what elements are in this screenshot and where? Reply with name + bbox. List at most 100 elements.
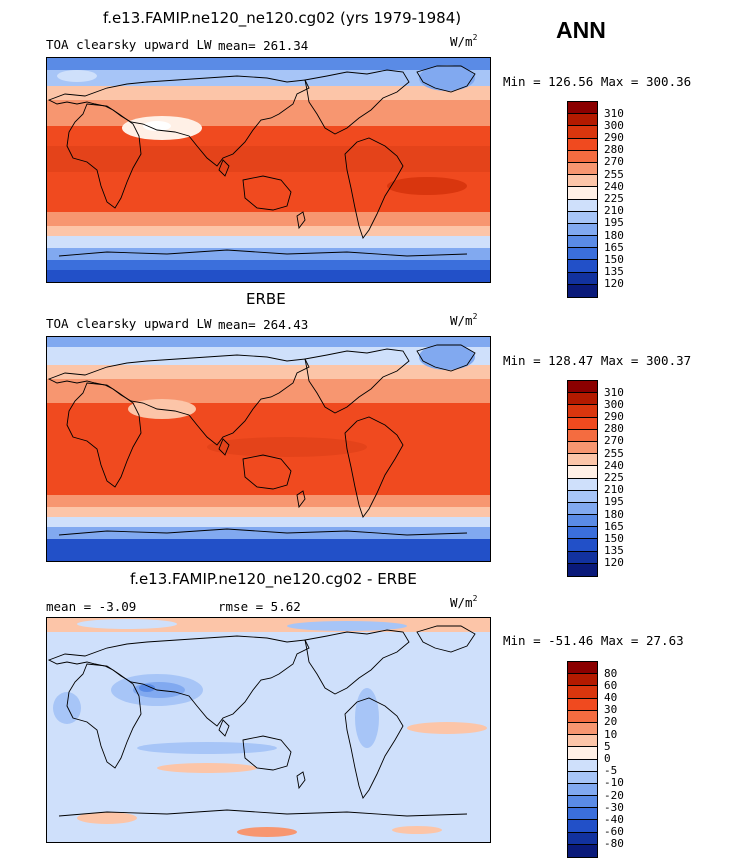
- colorbar-swatch: [568, 114, 597, 127]
- variable-label: TOA clearsky upward LW: [46, 37, 212, 52]
- colorbar-swatch: [568, 698, 597, 711]
- colorbar-tick: -80: [604, 837, 624, 850]
- model-map: [46, 57, 491, 283]
- colorbar-tick: 270: [604, 434, 624, 447]
- colorbar-swatch: [568, 771, 597, 784]
- colorbar-tick: 195: [604, 216, 624, 229]
- colorbar-swatch: [568, 747, 597, 760]
- colorbar-swatch: [568, 490, 597, 503]
- colorbar-swatch: [568, 759, 597, 772]
- colorbar-swatch: [568, 405, 597, 418]
- colorbar-tick: 135: [604, 544, 624, 557]
- colorbar-tick: 225: [604, 471, 624, 484]
- colorbar-swatch: [568, 527, 597, 540]
- colorbar-swatch: [568, 478, 597, 491]
- colorbar-tick: -30: [604, 801, 624, 814]
- units-label: W/m2: [450, 33, 478, 49]
- colorbar-swatch: [568, 454, 597, 467]
- mean-label: mean= 264.43: [218, 317, 309, 332]
- colorbar-tick: 195: [604, 495, 624, 508]
- colorbar-tick: 80: [604, 667, 618, 680]
- colorbar-swatch: [568, 783, 597, 797]
- colorbar-swatch: [568, 722, 597, 736]
- colorbar-tick: 120: [604, 556, 624, 569]
- min-max-label: Min = -51.46 Max = 27.63: [503, 633, 684, 648]
- colorbar-swatch: [568, 236, 597, 249]
- colorbar-swatch: [568, 563, 597, 576]
- rmse-label: rmse = 5.62: [218, 599, 301, 614]
- colorbar-swatch: [568, 248, 597, 261]
- colorbar-swatch: [568, 686, 597, 699]
- colorbar-tick: 20: [604, 715, 618, 728]
- colorbar-swatch: [568, 551, 597, 564]
- colorbar-tick: 165: [604, 241, 624, 254]
- colorbar-tick: 5: [604, 740, 611, 753]
- mean-label: mean= 261.34: [218, 38, 309, 53]
- colorbar-tick: -5: [604, 764, 618, 777]
- colorbar-swatch: [568, 284, 597, 297]
- mean-label: mean = -3.09: [46, 599, 137, 614]
- min-max-label: Min = 128.47 Max = 300.37: [503, 353, 692, 368]
- difference-map: [46, 617, 491, 843]
- colorbar-tick: 120: [604, 277, 624, 290]
- colorbar-tick: 40: [604, 691, 618, 704]
- observation-map: [46, 336, 491, 562]
- colorbar-swatch: [568, 272, 597, 285]
- colorbar-swatch: [568, 381, 597, 394]
- colorbar-tick: 165: [604, 520, 624, 533]
- panel-title: ERBE: [246, 290, 286, 308]
- colorbar-tick: -20: [604, 789, 624, 802]
- colorbar-tick: 60: [604, 679, 618, 692]
- colorbar-tick: -60: [604, 825, 624, 838]
- panel-title: f.e13.FAMIP.ne120_ne120.cg02 - ERBE: [130, 570, 417, 588]
- colorbar-tick: 180: [604, 229, 624, 242]
- observation-colorbar: [567, 380, 598, 577]
- colorbar-swatch: [568, 138, 597, 151]
- colorbar-swatch: [568, 515, 597, 528]
- colorbar-swatch: [568, 832, 597, 845]
- colorbar-swatch: [568, 260, 597, 273]
- colorbar-tick: 10: [604, 728, 618, 741]
- colorbar-tick: 310: [604, 107, 624, 120]
- colorbar-swatch: [568, 735, 597, 748]
- colorbar-swatch: [568, 162, 597, 176]
- colorbar-swatch: [568, 674, 597, 687]
- colorbar-tick: -40: [604, 813, 624, 826]
- colorbar-tick: 300: [604, 119, 624, 132]
- colorbar-swatch: [568, 223, 597, 237]
- colorbar-tick: 270: [604, 155, 624, 168]
- colorbar-tick: 0: [604, 752, 611, 765]
- panel-title: f.e13.FAMIP.ne120_ne120.cg02 (yrs 1979-1…: [103, 9, 462, 27]
- colorbar-tick: 290: [604, 131, 624, 144]
- colorbar-swatch: [568, 441, 597, 455]
- colorbar-tick: 150: [604, 532, 624, 545]
- colorbar-swatch: [568, 710, 597, 723]
- colorbar-swatch: [568, 211, 597, 224]
- units-label: W/m2: [450, 312, 478, 328]
- colorbar-tick: 225: [604, 192, 624, 205]
- colorbar-tick: 310: [604, 386, 624, 399]
- colorbar-swatch: [568, 417, 597, 430]
- colorbar-swatch: [568, 808, 597, 821]
- colorbar-tick: 30: [604, 703, 618, 716]
- colorbar-tick: 255: [604, 168, 624, 181]
- colorbar-tick: 150: [604, 253, 624, 266]
- colorbar-tick: 240: [604, 180, 624, 193]
- difference-colorbar: [567, 661, 598, 858]
- colorbar-tick: 280: [604, 422, 624, 435]
- colorbar-swatch: [568, 199, 597, 212]
- colorbar-tick: 210: [604, 483, 624, 496]
- colorbar-swatch: [568, 502, 597, 516]
- colorbar-swatch: [568, 150, 597, 163]
- units-label: W/m2: [450, 594, 478, 610]
- colorbar-swatch: [568, 466, 597, 479]
- colorbar-tick: 135: [604, 265, 624, 278]
- colorbar-swatch: [568, 393, 597, 406]
- variable-label: TOA clearsky upward LW: [46, 316, 212, 331]
- season-label: ANN: [556, 17, 606, 43]
- colorbar-tick: 300: [604, 398, 624, 411]
- colorbar-swatch: [568, 662, 597, 675]
- colorbar-tick: 280: [604, 143, 624, 156]
- colorbar-swatch: [568, 126, 597, 139]
- colorbar-swatch: [568, 539, 597, 552]
